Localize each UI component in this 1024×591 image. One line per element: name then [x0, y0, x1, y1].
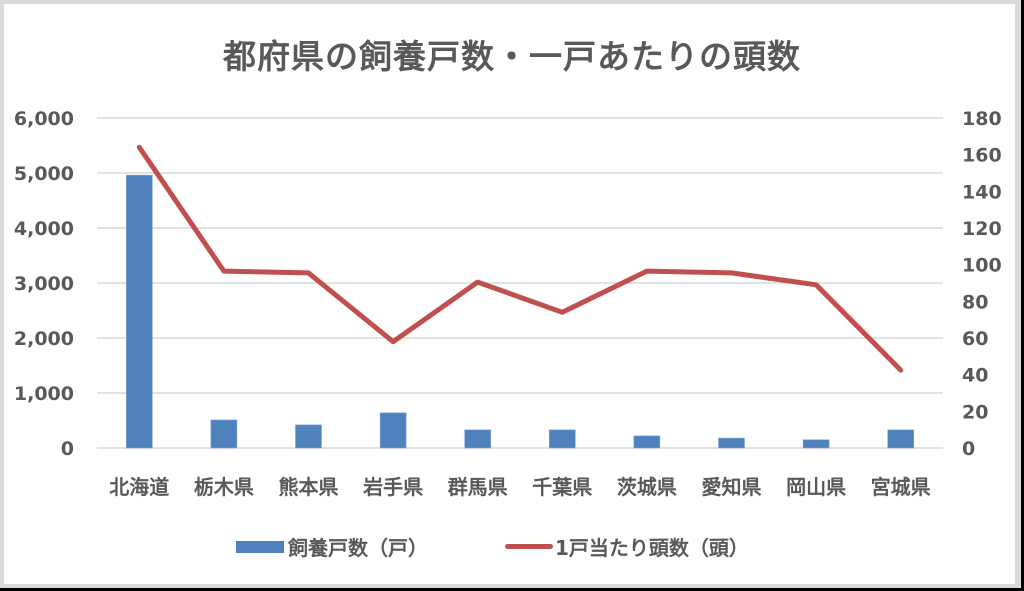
right-axis-tick: 80	[962, 291, 988, 313]
category-label: 千葉県	[532, 475, 592, 499]
bar	[295, 424, 322, 449]
right-axis-tick: 140	[962, 181, 1002, 203]
legend-item-bar: 飼養戸数（戸）	[236, 532, 428, 561]
left-axis-tick: 4,000	[14, 218, 74, 240]
right-axis-tick: 20	[962, 401, 988, 423]
chart-title: 都府県の飼養戸数・一戸あたりの頭数	[223, 37, 801, 76]
bar	[126, 174, 153, 449]
right-axis-tick: 40	[962, 365, 988, 387]
left-axis-tick: 2,000	[14, 328, 74, 350]
bar-series	[126, 174, 915, 449]
category-label: 岩手県	[362, 475, 423, 499]
legend-label-bar: 飼養戸数（戸）	[288, 536, 428, 560]
legend: 飼養戸数（戸） 1戸当たり頭数（頭）	[0, 532, 1024, 562]
category-label: 栃木県	[194, 475, 254, 499]
bar	[464, 429, 492, 449]
left-axis-tick: 5,000	[14, 163, 74, 185]
legend-label-line: 1戸当たり頭数（頭）	[555, 536, 749, 560]
bar	[379, 412, 407, 449]
left-axis: 0 1,000 2,000 3,000 4,000 5,000 6,000	[14, 108, 74, 460]
left-axis-tick: 1,000	[14, 383, 74, 405]
category-label: 岡山県	[786, 475, 846, 499]
category-label: 茨城県	[617, 475, 677, 499]
right-axis-tick: 60	[962, 328, 988, 350]
bar	[210, 419, 238, 449]
right-axis-tick: 0	[962, 438, 975, 460]
right-axis-tick: 100	[962, 255, 1002, 277]
right-axis-tick: 120	[962, 218, 1002, 240]
legend-item-line: 1戸当たり頭数（頭）	[505, 532, 749, 561]
left-axis-tick: 0	[61, 438, 74, 460]
line-swatch-icon	[505, 544, 553, 549]
right-axis: 0 20 40 60 80 100 120 140 160 180	[962, 108, 1002, 460]
category-label: 愛知県	[702, 475, 762, 499]
bar	[887, 429, 915, 449]
right-axis-tick: 180	[962, 108, 1002, 130]
category-axis: 北海道 栃木県 熊本県 岩手県 群馬県 千葉県 茨城県 愛知県 岡山県 宮城県	[109, 475, 930, 499]
left-axis-tick: 6,000	[14, 108, 74, 130]
category-label: 北海道	[109, 475, 169, 499]
category-label: 宮城県	[871, 475, 931, 499]
bar-swatch-icon	[236, 540, 284, 553]
bar	[633, 435, 661, 449]
line-series	[136, 144, 904, 373]
category-label: 群馬県	[447, 475, 508, 499]
left-axis-tick: 3,000	[14, 273, 74, 295]
category-label: 熊本県	[279, 475, 339, 499]
bar	[802, 439, 830, 449]
bar	[548, 429, 576, 449]
right-axis-tick: 160	[962, 145, 1002, 167]
line-path	[136, 144, 904, 373]
bar	[718, 437, 745, 449]
